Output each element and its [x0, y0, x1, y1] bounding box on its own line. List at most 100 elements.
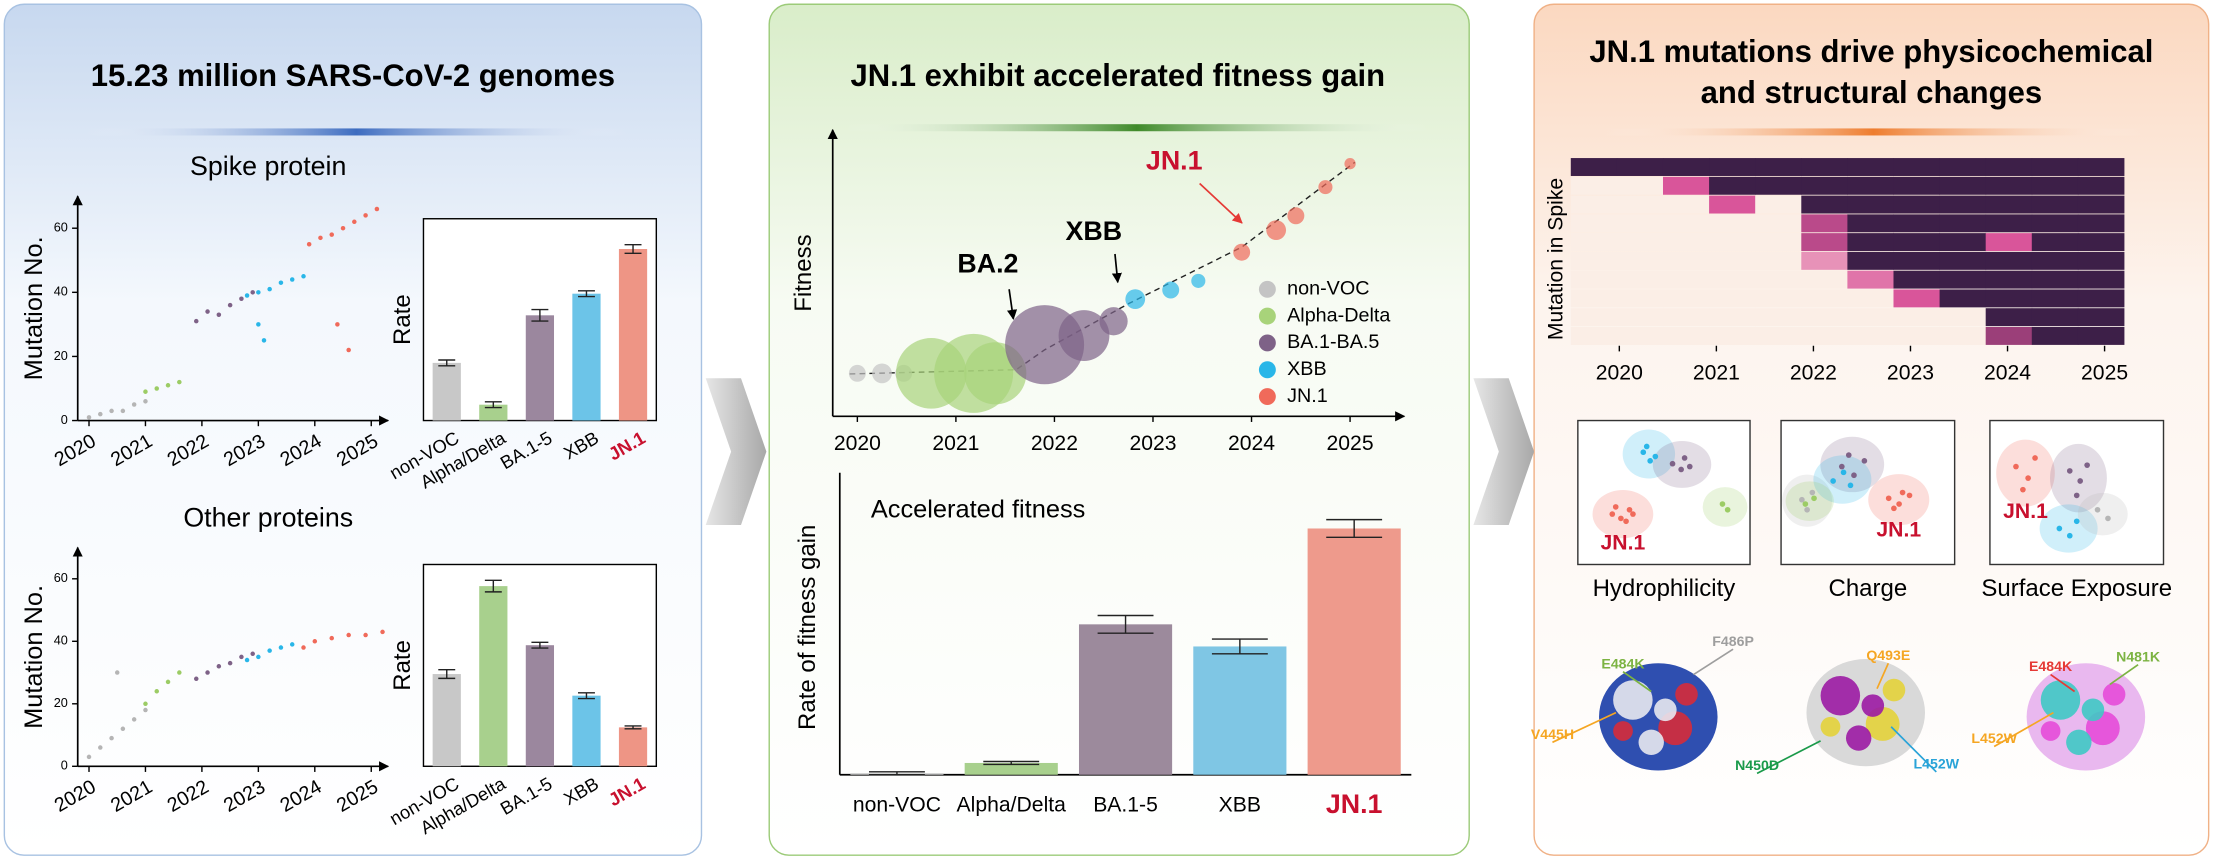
point [98, 411, 103, 417]
heatmap-cell [1662, 251, 1710, 270]
chart-title: Spike protein [190, 151, 346, 181]
error-bar [531, 641, 549, 649]
legend-label: BA.1-BA.5 [1287, 331, 1379, 353]
error-bar [438, 669, 456, 680]
point [1724, 506, 1731, 513]
error-bar [1326, 518, 1383, 539]
heatmap-cell [2077, 176, 2125, 195]
label-leader [1993, 711, 2054, 748]
point [256, 322, 261, 327]
point [261, 338, 267, 343]
point [352, 219, 357, 225]
point [143, 399, 148, 404]
chart-frame [1577, 419, 1751, 566]
chart-title: Hydrophilicity [1593, 575, 1736, 602]
heatmap-cell [1662, 326, 1710, 345]
surface-patch [1654, 698, 1677, 722]
y-tick-label: 20 [54, 349, 68, 363]
heatmap-cell [1616, 270, 1664, 289]
heatmap-cell [1570, 326, 1618, 345]
heatmap-cell [1570, 195, 1618, 214]
legend-marker [1258, 361, 1276, 379]
heatmap-cell [2077, 195, 2125, 214]
point [329, 232, 334, 237]
point [1623, 518, 1629, 525]
heatmap-cell [1709, 326, 1756, 345]
point [301, 274, 306, 279]
title-underline [844, 124, 1430, 132]
point [267, 648, 272, 653]
x-tick-label: 2021 [1693, 362, 1740, 385]
x-tick-label: 2020 [1596, 362, 1643, 385]
x-tick-label: 2020 [834, 432, 881, 455]
surface-patch [1861, 694, 1885, 717]
error-bar [624, 725, 642, 730]
heatmap-cell [2031, 270, 2079, 289]
bar [479, 404, 508, 421]
point [1678, 466, 1684, 473]
point [1809, 489, 1816, 496]
heatmap-cell [1616, 233, 1664, 252]
bubble [1287, 207, 1305, 225]
heatmap-cell [1893, 195, 1941, 214]
heatmap-cell [1616, 195, 1664, 214]
point [244, 657, 250, 663]
point [329, 635, 334, 641]
heatmap-cell [1985, 158, 2033, 176]
point [289, 642, 295, 647]
annotation-arrow [1111, 253, 1122, 284]
heatmap-cell [1709, 158, 1756, 176]
point [1630, 511, 1636, 517]
heatmap-cell [1847, 176, 1894, 195]
heatmap-cell [2031, 195, 2079, 214]
point [120, 726, 126, 732]
y-tick-label: 20 [54, 696, 68, 710]
heatmap-cell [1985, 176, 2033, 195]
point [306, 241, 312, 247]
x-tick-label: 2024 [1984, 362, 2031, 385]
heatmap-cell [1755, 251, 1802, 270]
heatmap-cell [1847, 289, 1894, 308]
surface-patch [1882, 678, 1906, 702]
point [301, 645, 306, 650]
point [318, 235, 323, 241]
cluster-label: JN.1 [1876, 519, 1921, 542]
heatmap-cell [1847, 158, 1894, 176]
cluster-region [1622, 429, 1676, 479]
point [363, 632, 368, 638]
point [239, 654, 244, 660]
point [1612, 504, 1619, 510]
surface-patch [2040, 680, 2081, 720]
heatmap-cell [1939, 214, 1987, 233]
heatmap-cell [1801, 289, 1848, 308]
point [194, 318, 199, 324]
point [1669, 460, 1676, 467]
point [1686, 463, 1693, 470]
point [1899, 489, 1906, 496]
label-leader [1622, 671, 1652, 693]
mutation-label: L452W [1914, 756, 1960, 772]
bubble [1266, 220, 1287, 240]
bubble [1233, 243, 1251, 261]
heatmap-cell [1939, 195, 1987, 214]
heatmap-cell [1939, 233, 1987, 252]
point [2066, 532, 2073, 539]
y-tick-label: 40 [54, 285, 68, 299]
label-leader [1693, 648, 1734, 676]
point [1896, 501, 1902, 507]
point [1647, 458, 1653, 464]
point [205, 309, 210, 314]
surface-patch [2081, 698, 2105, 722]
x-tick-label: 2021 [932, 432, 979, 455]
x-tick-label: Alpha/Delta [957, 793, 1067, 816]
point [380, 629, 385, 635]
error-bar [1211, 638, 1268, 655]
chart-frame [1989, 419, 2165, 566]
heatmap-cell [1570, 251, 1618, 270]
heatmap-cell [1570, 233, 1618, 252]
heatmap-cell [1939, 270, 1987, 289]
error-bar [531, 308, 549, 322]
annotation-arrow [1007, 289, 1018, 320]
